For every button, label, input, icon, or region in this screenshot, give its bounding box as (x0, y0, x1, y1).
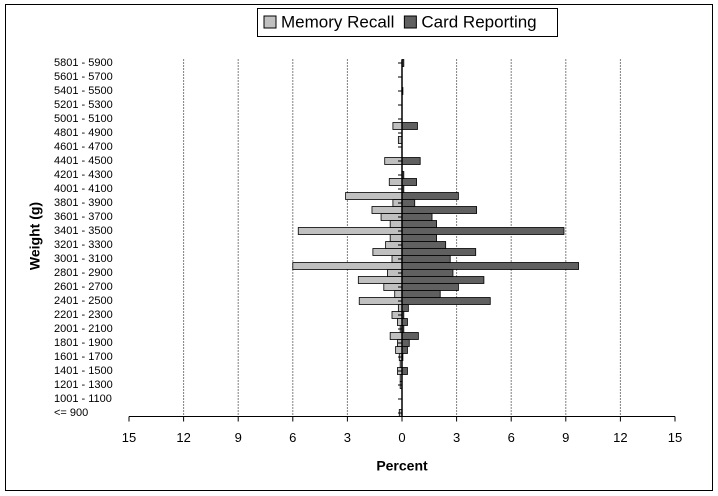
legend-label: Memory Recall (281, 12, 394, 31)
y-tick-label: 2401 - 2500 (54, 295, 113, 307)
y-tick-label: 4401 - 4500 (54, 155, 113, 167)
x-tick-label: 12 (176, 430, 190, 445)
bar (401, 269, 454, 277)
legend-swatch (263, 15, 277, 29)
y-tick-label: 4601 - 4700 (54, 141, 113, 153)
bar (401, 241, 447, 249)
bar (388, 178, 403, 186)
y-tick-label: 1601 - 1700 (54, 351, 113, 363)
bar (401, 157, 421, 165)
bar (357, 276, 403, 284)
bar (371, 206, 403, 214)
bar (401, 332, 419, 340)
y-tick-label: 3001 - 3100 (54, 253, 113, 265)
legend-label: Card Reporting (421, 12, 536, 31)
bar (401, 262, 579, 270)
y-tick-label: <= 900 (54, 407, 88, 419)
y-tick-label: 2601 - 2700 (54, 281, 113, 293)
x-tick-label: 6 (289, 430, 296, 445)
y-tick-label: 4801 - 4900 (54, 127, 113, 139)
y-tick-label: 3201 - 3300 (54, 239, 113, 251)
x-tick-label: 15 (668, 430, 682, 445)
bar (401, 234, 437, 242)
bar (389, 234, 403, 242)
bar (401, 220, 437, 228)
bar (358, 297, 403, 305)
bar (401, 290, 441, 298)
y-tick-label: 1001 - 1100 (54, 393, 112, 405)
bar (392, 122, 403, 130)
x-axis-title: Percent (376, 458, 428, 474)
bar (401, 122, 418, 130)
y-tick-label: 3801 - 3900 (54, 197, 113, 209)
bar (401, 304, 409, 312)
bar (401, 276, 485, 284)
bar (401, 192, 459, 200)
x-tick-label: 9 (562, 430, 569, 445)
y-tick-label: 5201 - 5300 (54, 99, 113, 111)
x-tick-label: 0 (398, 430, 405, 445)
bar (401, 346, 408, 354)
bar (345, 192, 403, 200)
chart-border (5, 4, 713, 491)
y-tick-label: 2801 - 2900 (54, 267, 113, 279)
y-tick-label: 4001 - 4100 (54, 183, 113, 195)
y-tick-label: 5801 - 5900 (54, 57, 113, 69)
y-tick-label: 1201 - 1300 (54, 379, 113, 391)
bar (401, 248, 477, 256)
bar (401, 339, 410, 347)
y-axis-title: Weight (g) (27, 202, 43, 270)
bar (401, 318, 408, 326)
y-tick-label: 3401 - 3500 (54, 225, 113, 237)
x-tick-label: 3 (453, 430, 460, 445)
bar (292, 262, 403, 270)
y-tick-label: 3601 - 3700 (54, 211, 113, 223)
bar (401, 227, 565, 235)
bar (401, 283, 459, 291)
bar (297, 227, 403, 235)
bar (401, 297, 491, 305)
bar (372, 248, 403, 256)
legend-swatch (403, 15, 417, 29)
y-tick-label: 1801 - 1900 (54, 337, 113, 349)
bar (389, 220, 403, 228)
bar (394, 290, 403, 298)
y-tick-label: 5601 - 5700 (54, 71, 113, 83)
bar (401, 213, 433, 221)
y-tick-label: 5401 - 5500 (54, 85, 113, 97)
bar (389, 332, 403, 340)
x-tick-label: 6 (508, 430, 515, 445)
y-tick-label: 2201 - 2300 (54, 309, 113, 321)
x-tick-label: 3 (344, 430, 351, 445)
y-tick-label: 2001 - 2100 (54, 323, 113, 335)
bar (401, 178, 417, 186)
x-tick-label: 15 (122, 430, 136, 445)
y-tick-label: 4201 - 4300 (54, 169, 113, 181)
bar (401, 199, 416, 207)
bar (401, 367, 408, 375)
y-tick-label: 1401 - 1500 (54, 365, 113, 377)
bar (401, 206, 478, 214)
x-tick-label: 12 (613, 430, 627, 445)
legend: Memory Recall Card Reporting (257, 8, 558, 37)
y-tick-label: 5001 - 5100 (54, 113, 113, 125)
bar (401, 255, 451, 263)
x-tick-label: 9 (235, 430, 242, 445)
bar (395, 346, 403, 354)
